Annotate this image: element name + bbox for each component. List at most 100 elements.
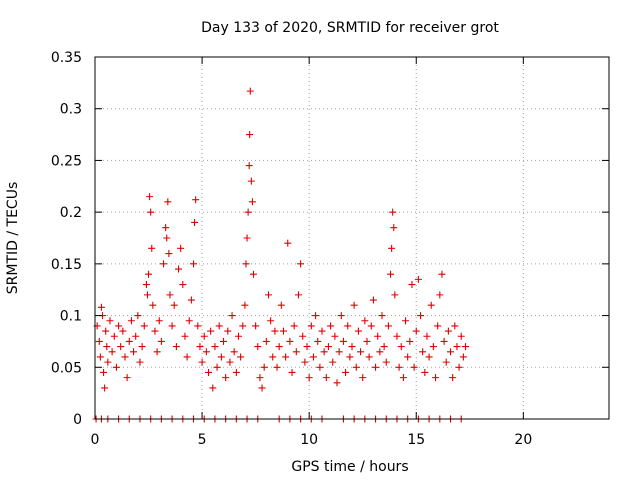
data-point [444,327,452,335]
data-point [244,208,252,216]
data-point [215,322,223,330]
plot-frame [94,56,610,420]
data-point [254,343,262,351]
data-point [376,348,384,356]
data-point [115,322,123,330]
x-axis-label: GPS time / hours [291,459,408,475]
data-point [164,198,172,206]
data-point [187,296,195,304]
data-point [211,343,219,351]
data-point [155,317,163,325]
data-point [192,196,200,204]
data-point [294,291,302,299]
data-point [202,348,210,356]
data-point [275,343,283,351]
data-point [153,348,161,356]
data-point [151,327,159,335]
data-point [309,353,317,361]
data-point [166,291,174,299]
data-point [252,322,260,330]
data-point [410,363,418,371]
x-tick-label: 15 [407,432,425,448]
data-point [230,348,238,356]
data-point [337,312,345,320]
data-point [301,358,309,366]
data-point [288,368,296,376]
data-point [165,250,173,258]
data-point [269,353,277,361]
data-point [181,332,189,340]
data-point [303,343,311,351]
data-point [363,337,371,345]
data-point [138,343,146,351]
data-point [374,332,382,340]
y-tick-label: 0.05 [51,360,82,376]
data-point [243,234,251,242]
data-point [305,374,313,382]
data-point [344,322,352,330]
data-point [117,343,125,351]
data-point [382,358,390,366]
data-point [246,131,254,139]
data-point [440,337,448,345]
data-point [432,374,440,382]
data-point [226,358,234,366]
data-point [194,322,202,330]
data-point [282,353,290,361]
data-point [438,270,446,278]
data-point [412,327,420,335]
data-point [378,312,386,320]
data-point [451,322,459,330]
data-point [130,348,138,356]
data-point [185,317,193,325]
data-point [380,343,388,351]
data-point [429,343,437,351]
data-point [205,368,213,376]
data-point [209,384,217,392]
data-point [327,322,335,330]
data-point [397,343,405,351]
data-point [110,332,118,340]
data-point [359,374,367,382]
data-point [170,301,178,309]
data-point [256,374,264,382]
data-point [320,348,328,356]
data-point [462,343,470,351]
data-point [125,337,133,345]
data-point [148,244,156,252]
data-point [384,322,392,330]
data-point [248,198,256,206]
data-point [103,343,111,351]
data-point [102,327,110,335]
data-point [316,363,324,371]
x-tick-label: 5 [198,432,207,448]
data-point [339,337,347,345]
data-point [267,317,275,325]
data-point [421,368,429,376]
y-tick-label: 0.15 [51,257,82,273]
data-point [147,208,155,216]
data-point [324,343,332,351]
data-point [168,322,176,330]
data-point [271,327,279,335]
data-point [404,353,412,361]
y-tick-label: 0.1 [60,309,82,325]
data-point [314,337,322,345]
y-tick-label: 0.2 [60,205,82,221]
data-point [123,374,131,382]
data-point [242,260,250,268]
data-point [224,327,232,335]
data-point [387,270,395,278]
data-point [395,363,403,371]
data-point [447,348,455,356]
data-point [297,260,305,268]
data-point [100,368,108,376]
data-point [350,301,358,309]
data-point [335,348,343,356]
data-point [134,312,142,320]
data-point [228,312,236,320]
data-point [389,208,397,216]
data-point [361,317,369,325]
data-point [140,322,148,330]
data-point [207,327,215,335]
